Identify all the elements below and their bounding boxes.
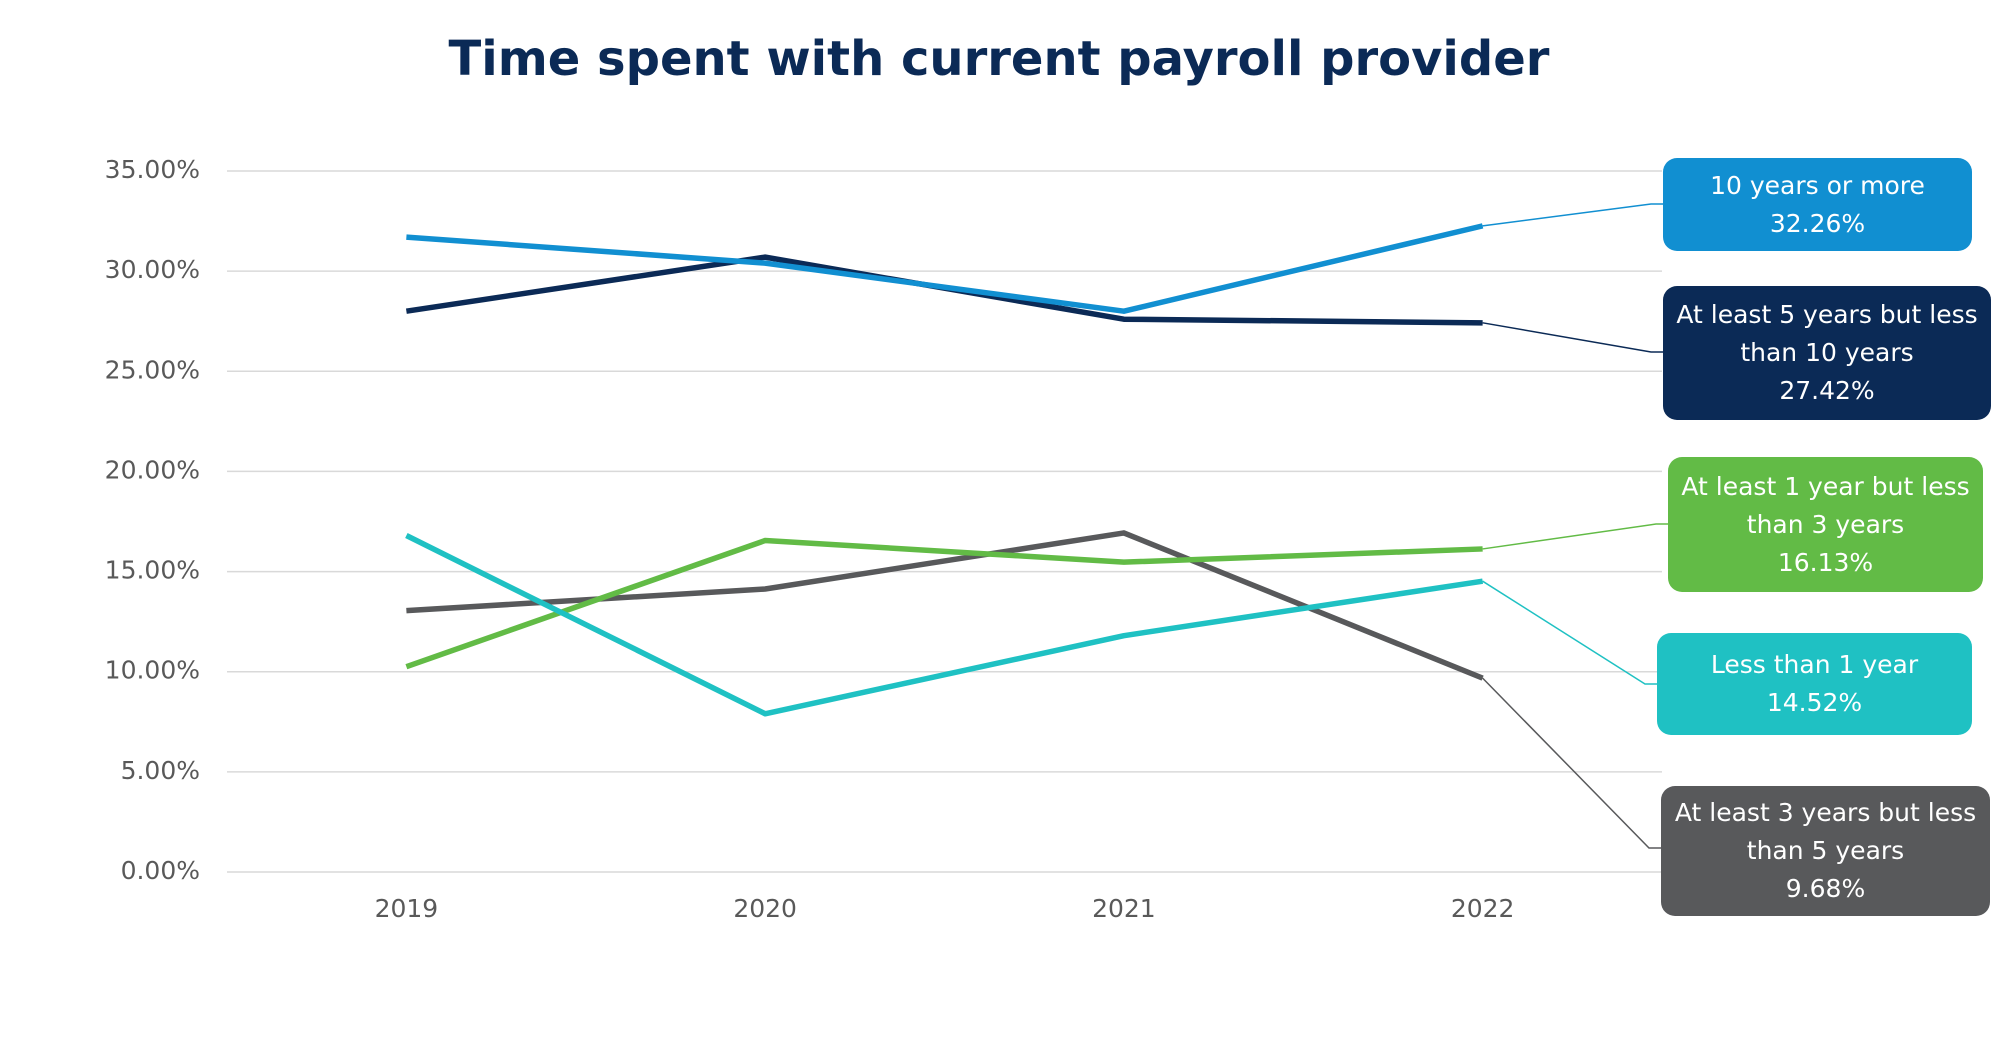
x-tick-label: 2020 <box>733 894 797 923</box>
callout-connector <box>1482 677 1661 849</box>
series-line <box>405 533 1484 717</box>
data-callout: 10 years or more 32.26% <box>1663 158 1972 251</box>
data-callout: At least 1 year but less than 3 years 16.… <box>1668 457 1983 592</box>
series-line <box>406 223 1484 314</box>
data-label: 27.42% <box>1779 376 1875 405</box>
y-tick-label: 20.00% <box>105 455 200 484</box>
x-tick-label: 2021 <box>1092 894 1156 923</box>
legend-label: At least 1 year but less than 3 years <box>1681 471 1970 539</box>
callout-connector <box>1482 580 1657 685</box>
data-callout: At least 3 years but less than 5 years 9.… <box>1661 786 1990 916</box>
y-tick-label: 15.00% <box>105 556 200 585</box>
y-tick-label: 35.00% <box>105 155 200 184</box>
x-tick-label: 2022 <box>1451 894 1515 923</box>
legend-label: 10 years or more <box>1710 170 1925 200</box>
series-line <box>406 530 1484 681</box>
callout-connector <box>1482 203 1663 227</box>
legend-label: At least 3 years but less than 5 years <box>1674 798 1977 865</box>
y-tick-label: 25.00% <box>105 355 200 384</box>
series-line <box>405 537 1483 670</box>
y-tick-label: 5.00% <box>121 756 200 785</box>
data-callout: At least 5 years but less than 10 years 2… <box>1663 286 1991 420</box>
y-tick-label: 10.00% <box>105 656 200 685</box>
data-label: 32.26% <box>1769 208 1866 238</box>
legend-label: At least 5 years but less than 10 years <box>1676 300 1978 367</box>
chart-title: Time spent with current payroll provider <box>449 31 1550 87</box>
callout-connector <box>1482 523 1668 550</box>
data-callout: Less than 1 year 14.52% <box>1657 633 1972 735</box>
data-label: 9.68% <box>1785 874 1866 903</box>
data-label: 16.13% <box>1777 547 1874 577</box>
data-label: 14.52% <box>1766 688 1863 717</box>
legend-label: Less than 1 year <box>1710 650 1919 679</box>
callout-connector <box>1482 322 1663 353</box>
x-tick-label: 2019 <box>375 894 439 923</box>
y-tick-label: 30.00% <box>105 255 200 284</box>
y-tick-label: 0.00% <box>121 856 200 885</box>
